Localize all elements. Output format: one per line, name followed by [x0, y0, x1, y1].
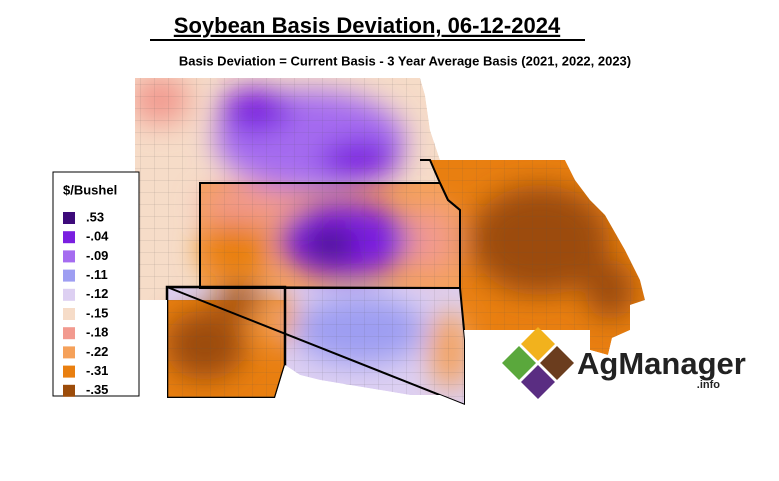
legend-label: -.15	[86, 305, 108, 320]
title: Soybean Basis Deviation, 06-12-2024	[174, 13, 561, 38]
subtitle: Basis Deviation = Current Basis - 3 Year…	[179, 53, 631, 68]
legend-label: -.18	[86, 325, 108, 340]
logo-diamond	[540, 346, 574, 380]
map	[135, 78, 645, 405]
legend-label: -.11	[86, 267, 108, 282]
logo: AgManager .info	[502, 327, 746, 399]
legend-swatch	[63, 269, 75, 282]
legend-swatch	[63, 288, 75, 301]
logo-diamond	[521, 327, 555, 361]
legend-label: -.04	[86, 229, 109, 244]
legend-box	[52, 171, 140, 397]
legend-label: -.22	[86, 344, 108, 359]
legend-swatch	[63, 327, 75, 340]
legend-swatch	[63, 212, 75, 224]
logo-name: AgManager	[577, 346, 746, 381]
logo-suffix: .info	[697, 379, 720, 391]
legend: $/Bushel .53 -.04 -.09 -.11 -.12 -.15 -.18 -.22…	[52, 171, 140, 397]
legend-title: $/Bushel	[63, 182, 117, 197]
legend-swatch	[63, 365, 75, 378]
logo-diamond	[521, 365, 555, 399]
legend-swatch	[63, 250, 75, 263]
legend-swatch	[63, 384, 75, 397]
legend-swatch	[63, 308, 75, 320]
legend-label: -.35	[86, 382, 108, 397]
legend-label: -.31	[86, 363, 108, 378]
legend-label: -.12	[86, 286, 108, 301]
legend-swatch	[63, 346, 75, 359]
legend-label: -.09	[86, 248, 108, 263]
legend-swatch	[63, 231, 75, 244]
logo-diamond	[502, 346, 536, 380]
legend-label: .53	[86, 209, 104, 224]
